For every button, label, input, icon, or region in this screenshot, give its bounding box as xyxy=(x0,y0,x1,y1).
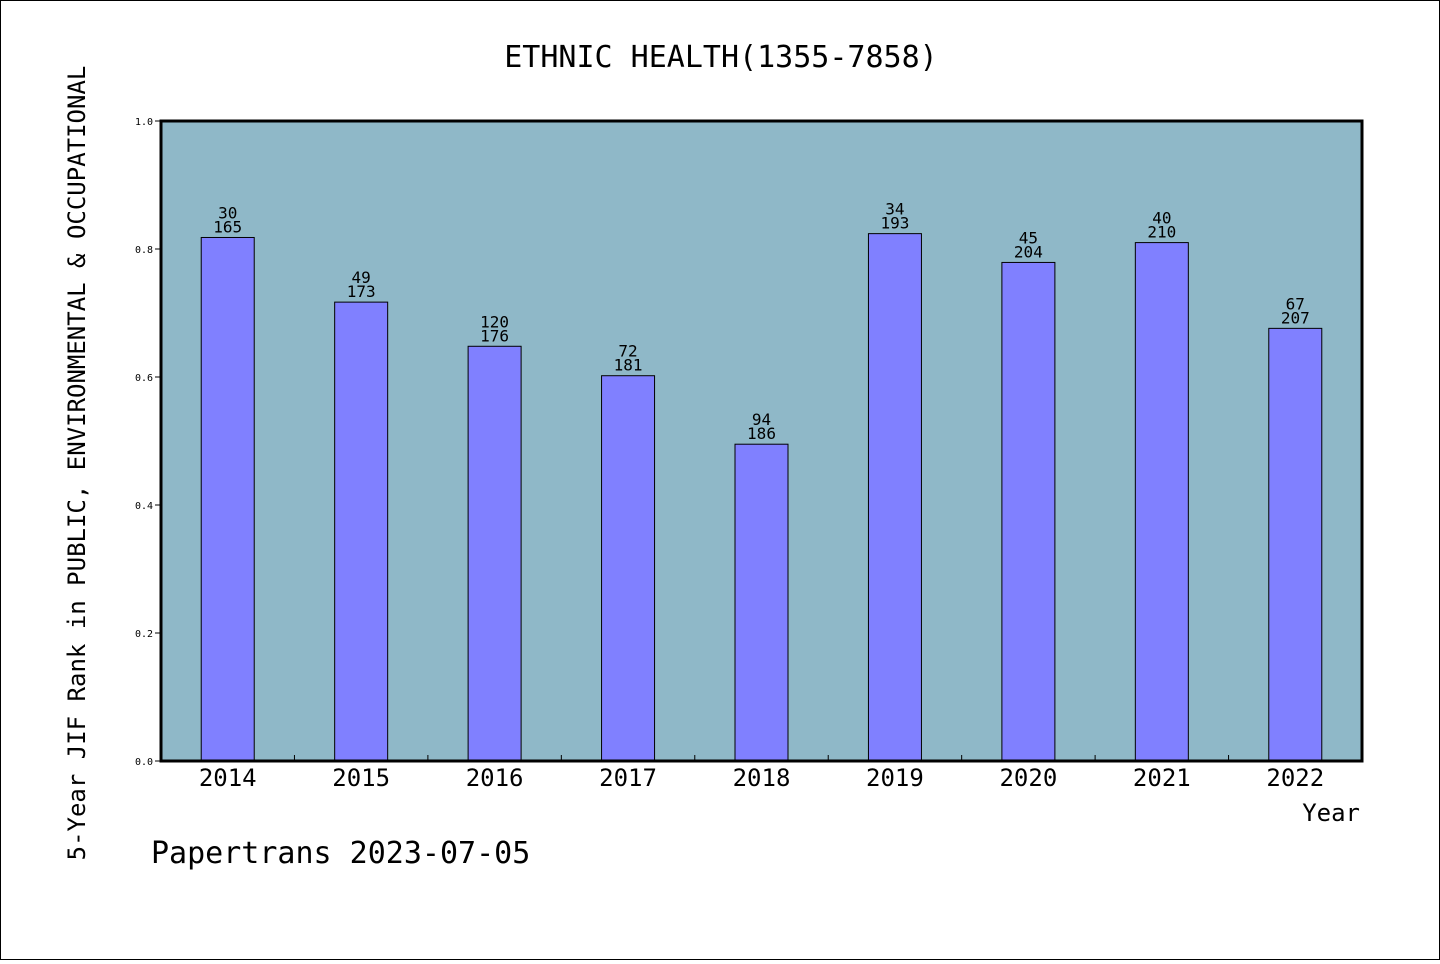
y-tick-label: 1.0 xyxy=(135,117,153,128)
rank-label-2018: 94 xyxy=(752,410,771,429)
rank-label-2014: 30 xyxy=(218,203,237,222)
total-label-2015: 173 xyxy=(347,282,376,301)
rank-label-2015: 49 xyxy=(352,268,371,287)
footer-text: Papertrans 2023-07-05 xyxy=(151,836,530,871)
x-tick-label-2017: 2017 xyxy=(599,764,657,792)
y-tick-label: 0.0 xyxy=(135,757,153,768)
x-tick-label-2016: 2016 xyxy=(466,764,524,792)
rank-label-2022: 67 xyxy=(1286,294,1305,313)
x-tick-label-2019: 2019 xyxy=(866,764,924,792)
bar-2016 xyxy=(467,345,522,762)
x-tick-label-2021: 2021 xyxy=(1133,764,1191,792)
total-label-2020: 204 xyxy=(1014,242,1043,261)
bars xyxy=(200,233,1323,762)
y-axis-label: 5-Year JIF Rank in PUBLIC, ENVIRONMENTAL… xyxy=(63,66,91,861)
bar-2019 xyxy=(867,233,922,762)
rank-label-2019: 34 xyxy=(885,200,904,219)
total-label-2019: 193 xyxy=(880,214,909,233)
x-axis: 2014 2015 2016 2017 2018 2019 2020 2021 2022 xyxy=(199,755,1324,792)
x-tick-label-2022: 2022 xyxy=(1266,764,1324,792)
x-tick-label-2020: 2020 xyxy=(999,764,1057,792)
total-label-2016: 176 xyxy=(480,326,509,345)
rank-label-2021: 40 xyxy=(1152,209,1171,228)
plot-border xyxy=(159,119,1364,763)
bar-2021 xyxy=(1134,242,1189,762)
bar-2014 xyxy=(200,236,255,762)
y-axis: 0.0 0.2 0.4 0.6 0.8 1.0 xyxy=(135,117,161,768)
total-label-2017: 181 xyxy=(614,356,643,375)
rank-label-2020: 45 xyxy=(1019,228,1038,247)
x-tick-label-2015: 2015 xyxy=(332,764,390,792)
y-tick-label: 0.4 xyxy=(135,501,153,512)
bar-2022 xyxy=(1268,327,1323,762)
y-tick-label: 0.6 xyxy=(135,373,153,384)
total-label-2018: 186 xyxy=(747,424,776,443)
x-tick-label-2018: 2018 xyxy=(733,764,791,792)
bar-2017 xyxy=(601,375,656,762)
bar-2018 xyxy=(734,443,789,762)
y-tick-label: 0.2 xyxy=(135,629,153,640)
total-label-2014: 165 xyxy=(213,217,242,236)
total-label-2022: 207 xyxy=(1281,308,1310,327)
chart-title: ETHNIC HEALTH(1355-7858) xyxy=(504,40,937,75)
y-tick-label: 0.8 xyxy=(135,245,153,256)
rank-label-2016: 120 xyxy=(480,312,509,331)
x-axis-label: Year xyxy=(1302,799,1360,827)
rank-label-2017: 72 xyxy=(618,342,637,361)
total-label-2021: 210 xyxy=(1147,223,1176,242)
bar-2020 xyxy=(1001,261,1056,762)
bar-2015 xyxy=(334,301,389,762)
x-tick-label-2014: 2014 xyxy=(199,764,257,792)
